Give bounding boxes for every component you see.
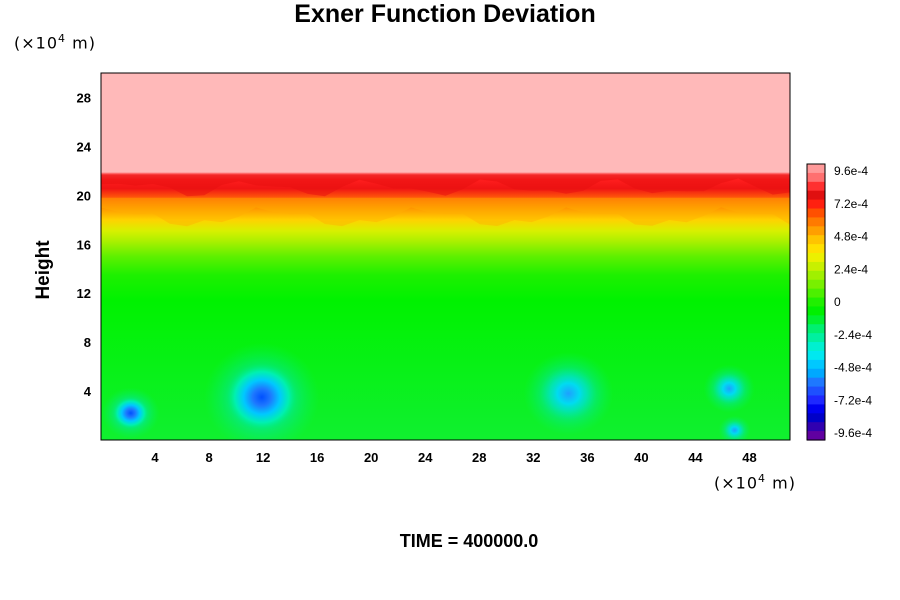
- colorbar-segment: [807, 199, 825, 210]
- x-tick-label: 12: [256, 450, 270, 465]
- colorbar-segment: [807, 422, 825, 432]
- y-tick-label: 4: [84, 384, 92, 399]
- y-axis-ticks: 4 8 12 16 20 24 28: [77, 90, 92, 399]
- minimum-blob: [225, 363, 298, 432]
- orange-band-wave: [101, 197, 790, 227]
- field-background: [101, 73, 790, 440]
- minimum-blob: [112, 397, 149, 430]
- colorbar-segment: [807, 386, 825, 397]
- x-tick-label: 32: [526, 450, 540, 465]
- colorbar-tick-label: 9.6e-4: [834, 164, 868, 178]
- colorbar-segment: [807, 217, 825, 227]
- colorbar-segment: [807, 190, 825, 201]
- y-tick-label: 28: [77, 90, 91, 105]
- x-tick-label: 4: [151, 450, 159, 465]
- chart-title: Exner Function Deviation: [294, 0, 596, 28]
- colorbar-segment: [807, 395, 825, 405]
- colorbar-segment: [807, 342, 825, 352]
- y-unit-label: (×104 m): [14, 32, 96, 53]
- colorbar-segment: [807, 306, 825, 316]
- colorbar-segment: [807, 261, 825, 272]
- red-band-wave: [101, 174, 790, 197]
- x-tick-label: 16: [310, 450, 324, 465]
- y-tick-label: 8: [84, 335, 91, 350]
- colorbar-segment: [807, 333, 825, 343]
- colorbar-tick-label: 4.8e-4: [834, 230, 868, 244]
- colorbar-segment: [807, 235, 825, 245]
- colorbar-segment: [807, 164, 825, 174]
- colorbar-segment: [807, 253, 825, 263]
- colorbar-segment: [807, 350, 825, 361]
- minimum-blob: [724, 421, 745, 440]
- colorbar-frame: [806, 163, 826, 441]
- colorbar-segment: [807, 324, 825, 334]
- x-axis-ticks: 4 8 12 16 20 24 28 32 36 40 44 48: [151, 450, 756, 465]
- colorbar-tick-label: -4.8e-4: [834, 361, 872, 375]
- colorbar-tick-label: -2.4e-4: [834, 328, 872, 342]
- x-tick-label: 8: [205, 450, 212, 465]
- y-tick-label: 16: [77, 237, 91, 252]
- y-tick-label: 24: [77, 139, 92, 154]
- x-tick-label: 48: [742, 450, 756, 465]
- colorbar-segment: [807, 226, 825, 236]
- x-tick-label: 20: [364, 450, 378, 465]
- colorbar-tick-label: 0: [834, 295, 841, 309]
- x-tick-label: 36: [580, 450, 594, 465]
- colorbar-segment: [807, 359, 825, 370]
- colorbar-segment: [807, 377, 825, 388]
- colorbar-tick-label: 2.4e-4: [834, 262, 868, 276]
- colorbar-segment: [807, 288, 825, 299]
- y-tick-label: 12: [77, 286, 91, 301]
- colorbar-segment: [807, 172, 825, 183]
- x-tick-label: 40: [634, 450, 648, 465]
- minimum-blob: [540, 367, 597, 420]
- colorbar-segment: [807, 404, 825, 414]
- colorbar-tick-label: 7.2e-4: [834, 197, 868, 211]
- colorbar-segment: [807, 208, 825, 219]
- colorbar-segment: [807, 368, 825, 379]
- colorbar-segment: [807, 181, 825, 192]
- x-tick-label: 24: [418, 450, 433, 465]
- colorbar-segment: [807, 279, 825, 290]
- colorbar-segment: [807, 297, 825, 308]
- x-unit-label: (×104 m): [714, 472, 796, 493]
- colorbar-segment: [807, 244, 825, 254]
- colorbar-segment: [807, 431, 825, 441]
- colorbar-tick-label: -7.2e-4: [834, 393, 872, 407]
- x-tick-label: 28: [472, 450, 486, 465]
- colorbar-tick-label: -9.6e-4: [834, 426, 872, 440]
- colorbar-segment: [807, 315, 825, 325]
- colorbar: 9.6e-4 7.2e-4 4.8e-4 2.4e-4 0 -2.4e-4 -4.8e-4 -…: [806, 163, 872, 441]
- y-tick-label: 20: [77, 188, 91, 203]
- heatmap-field: [101, 73, 790, 440]
- minimum-blob: [713, 373, 746, 404]
- x-tick-label: 44: [688, 450, 703, 465]
- time-label: TIME = 400000.0: [399, 531, 539, 551]
- colorbar-segment: [807, 413, 825, 423]
- colorbar-segment: [807, 270, 825, 281]
- plot-frame: [100, 72, 791, 441]
